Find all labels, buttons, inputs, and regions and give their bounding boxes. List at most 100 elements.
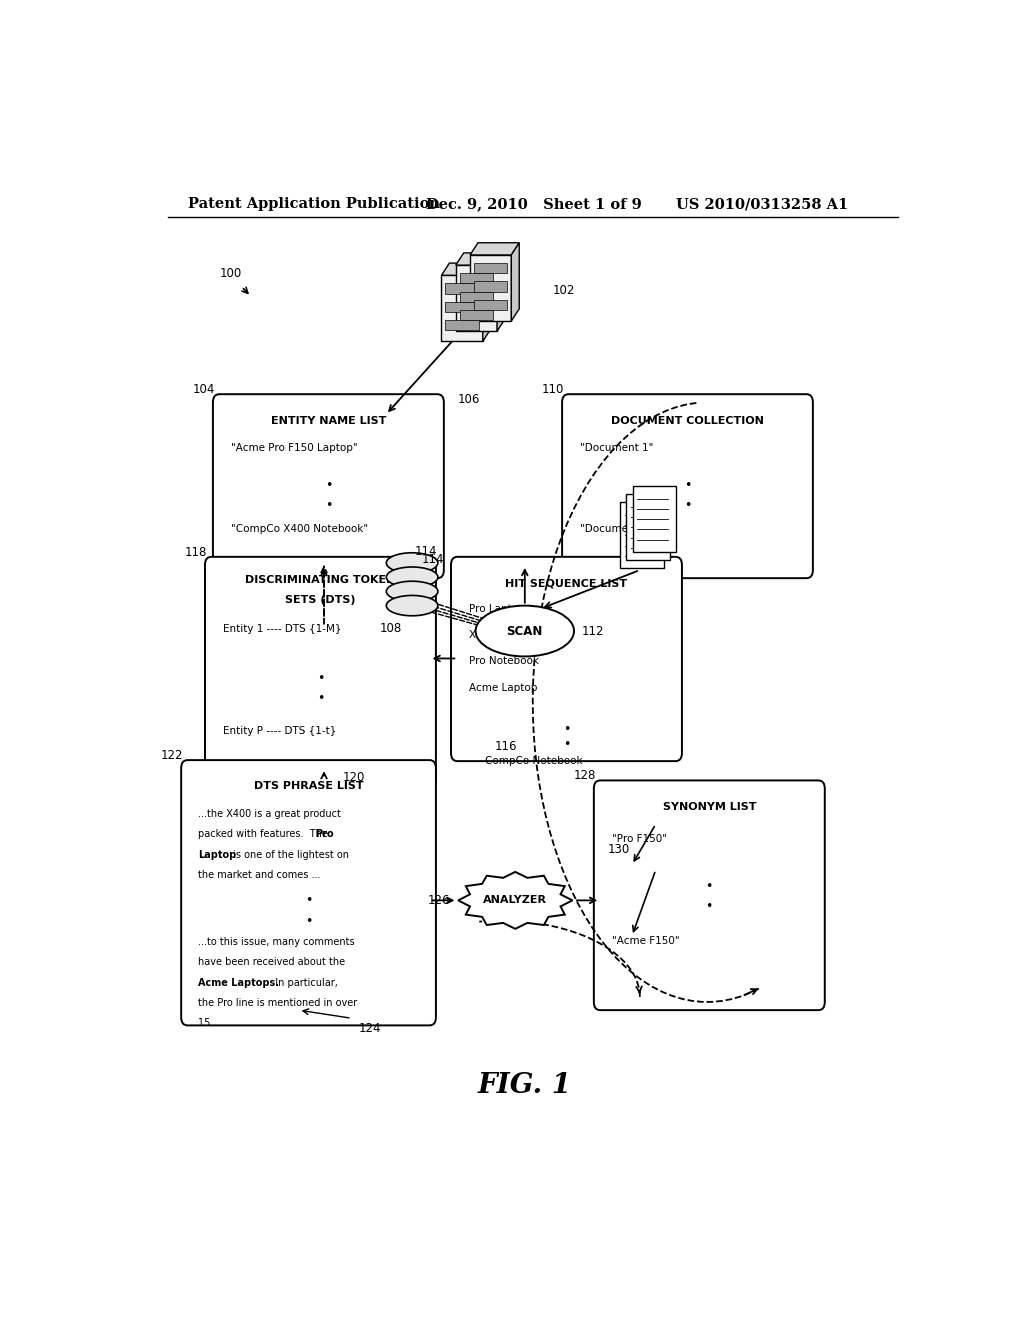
Text: 114: 114 bbox=[421, 553, 443, 566]
Text: 104: 104 bbox=[193, 383, 215, 396]
Text: Pro: Pro bbox=[315, 829, 334, 840]
Text: 106: 106 bbox=[458, 393, 479, 407]
Text: •: • bbox=[563, 738, 570, 751]
Bar bbox=[474, 263, 507, 273]
Bar bbox=[474, 281, 507, 292]
Text: •: • bbox=[325, 499, 332, 512]
Text: "Document N": "Document N" bbox=[581, 524, 655, 535]
Polygon shape bbox=[497, 253, 505, 331]
FancyBboxPatch shape bbox=[451, 557, 682, 762]
Polygon shape bbox=[470, 243, 519, 255]
Text: DISCRIMINATING TOKEN: DISCRIMINATING TOKEN bbox=[246, 576, 395, 585]
Text: Laptop: Laptop bbox=[198, 850, 237, 859]
Bar bbox=[441, 276, 482, 342]
Ellipse shape bbox=[386, 581, 438, 602]
Text: 116: 116 bbox=[495, 741, 517, 752]
Text: FIG. 1: FIG. 1 bbox=[478, 1072, 571, 1098]
Text: the Pro line is mentioned in over: the Pro line is mentioned in over bbox=[198, 998, 357, 1008]
Ellipse shape bbox=[475, 606, 574, 656]
Text: ...to this issue, many comments: ...to this issue, many comments bbox=[198, 937, 354, 946]
Text: 124: 124 bbox=[358, 1022, 381, 1035]
Text: Dec. 9, 2010   Sheet 1 of 9: Dec. 9, 2010 Sheet 1 of 9 bbox=[426, 197, 641, 211]
Text: DOCUMENT COLLECTION: DOCUMENT COLLECTION bbox=[611, 416, 764, 425]
Text: Patent Application Publication: Patent Application Publication bbox=[187, 197, 439, 211]
FancyBboxPatch shape bbox=[213, 395, 443, 578]
Text: SYNONYM LIST: SYNONYM LIST bbox=[663, 801, 756, 812]
Text: 110: 110 bbox=[542, 383, 564, 396]
Bar bbox=[470, 255, 511, 321]
Text: 112: 112 bbox=[582, 624, 604, 638]
Text: is one of the lightest on: is one of the lightest on bbox=[229, 850, 348, 859]
Text: 108: 108 bbox=[380, 623, 401, 635]
Text: 15 ...: 15 ... bbox=[198, 1018, 222, 1028]
Text: 114: 114 bbox=[415, 545, 437, 558]
Text: 126: 126 bbox=[428, 894, 451, 907]
Ellipse shape bbox=[386, 595, 438, 616]
FancyBboxPatch shape bbox=[627, 494, 670, 560]
Text: 120: 120 bbox=[342, 771, 365, 784]
Bar bbox=[456, 265, 497, 331]
Text: 118: 118 bbox=[185, 546, 207, 558]
Text: US 2010/0313258 A1: US 2010/0313258 A1 bbox=[676, 197, 848, 211]
Bar bbox=[445, 319, 479, 330]
Text: Pro Laptop: Pro Laptop bbox=[469, 603, 525, 614]
Text: 130: 130 bbox=[608, 843, 631, 857]
Text: Entity P ---- DTS {1-t}: Entity P ---- DTS {1-t} bbox=[223, 726, 337, 735]
Text: the market and comes ...: the market and comes ... bbox=[198, 870, 321, 880]
Text: Acme Laptop: Acme Laptop bbox=[469, 682, 538, 693]
Bar bbox=[445, 284, 479, 293]
Text: Pro Notebook: Pro Notebook bbox=[469, 656, 540, 667]
Text: •: • bbox=[706, 900, 713, 913]
Text: HIT SEQUENCE LIST: HIT SEQUENCE LIST bbox=[506, 578, 628, 589]
FancyBboxPatch shape bbox=[205, 557, 436, 787]
FancyBboxPatch shape bbox=[562, 395, 813, 578]
Text: "Document 1": "Document 1" bbox=[581, 444, 653, 453]
Bar bbox=[460, 273, 494, 284]
Polygon shape bbox=[458, 873, 572, 929]
Text: packed with features.  The: packed with features. The bbox=[198, 829, 331, 840]
FancyBboxPatch shape bbox=[181, 760, 436, 1026]
Text: have been received about the: have been received about the bbox=[198, 957, 345, 968]
Text: "Acme F150": "Acme F150" bbox=[612, 936, 680, 946]
Text: •: • bbox=[684, 479, 691, 491]
Bar bbox=[460, 292, 494, 302]
Text: DTS PHRASE LIST: DTS PHRASE LIST bbox=[254, 781, 364, 792]
Text: X400 Laptop: X400 Laptop bbox=[469, 630, 536, 640]
Text: •: • bbox=[305, 915, 312, 928]
Polygon shape bbox=[511, 243, 519, 321]
Text: ENTITY NAME LIST: ENTITY NAME LIST bbox=[270, 416, 386, 425]
Text: •: • bbox=[706, 880, 713, 894]
Text: Entity 1 ---- DTS {1-M}: Entity 1 ---- DTS {1-M} bbox=[223, 624, 342, 634]
FancyBboxPatch shape bbox=[620, 502, 664, 568]
Text: •: • bbox=[325, 479, 332, 491]
Text: ANALYZER: ANALYZER bbox=[483, 895, 547, 906]
Text: In particular,: In particular, bbox=[269, 978, 338, 987]
Text: ...the X400 is a great product: ...the X400 is a great product bbox=[198, 809, 341, 818]
Text: "Acme Pro F150 Laptop": "Acme Pro F150 Laptop" bbox=[231, 444, 357, 453]
Text: •: • bbox=[316, 692, 325, 705]
Text: •: • bbox=[316, 672, 325, 685]
FancyBboxPatch shape bbox=[633, 486, 677, 552]
Text: "CompCo X400 Notebook": "CompCo X400 Notebook" bbox=[231, 524, 369, 535]
Text: 122: 122 bbox=[161, 750, 183, 762]
Text: •: • bbox=[305, 894, 312, 907]
Polygon shape bbox=[441, 263, 490, 276]
Text: 102: 102 bbox=[553, 284, 574, 297]
Polygon shape bbox=[456, 253, 505, 265]
Bar bbox=[445, 302, 479, 312]
Text: CompCo Notebook: CompCo Notebook bbox=[485, 756, 583, 766]
Text: Acme Laptops.: Acme Laptops. bbox=[198, 978, 279, 987]
Bar bbox=[474, 300, 507, 310]
Text: SCAN: SCAN bbox=[507, 624, 543, 638]
Ellipse shape bbox=[386, 553, 438, 573]
Bar bbox=[460, 310, 494, 319]
Text: •: • bbox=[563, 722, 570, 735]
Ellipse shape bbox=[386, 568, 438, 587]
Text: 128: 128 bbox=[573, 770, 596, 783]
Text: •: • bbox=[684, 499, 691, 512]
Text: "Pro F150": "Pro F150" bbox=[612, 834, 667, 845]
FancyBboxPatch shape bbox=[594, 780, 824, 1010]
Text: SETS (DTS): SETS (DTS) bbox=[286, 595, 355, 606]
Text: 100: 100 bbox=[219, 268, 242, 280]
Polygon shape bbox=[482, 263, 490, 342]
